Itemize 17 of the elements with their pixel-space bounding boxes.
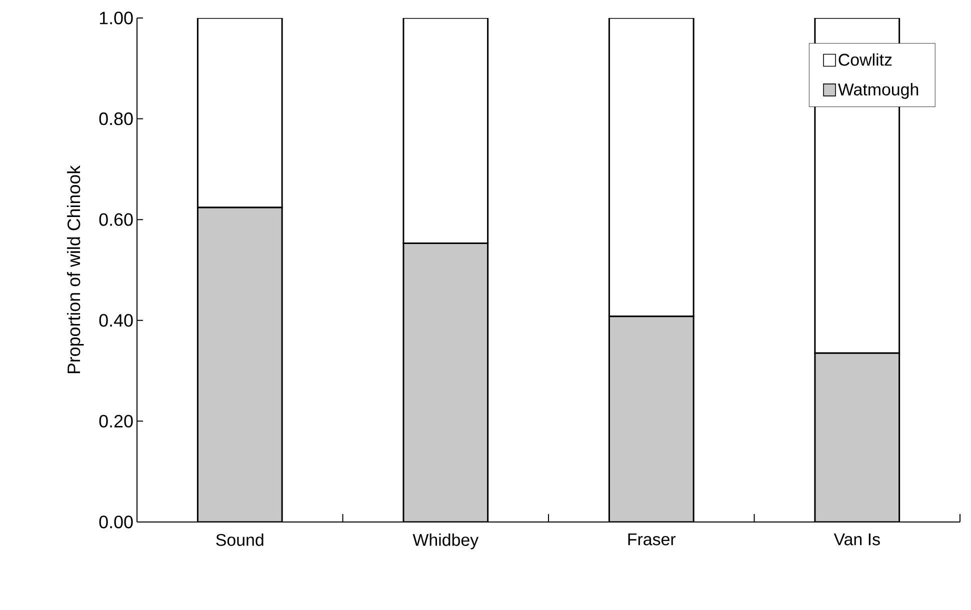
- x-tick-label: Van Is: [834, 534, 880, 546]
- x-tick-label: Sound: [216, 534, 264, 546]
- y-tick-label: 0.40: [99, 314, 133, 327]
- y-tick-label: 0.60: [99, 213, 133, 226]
- y-tick-label: 1.00: [100, 12, 133, 24]
- bar: [196, 206, 283, 522]
- x-tick-label: Whidbey: [412, 534, 479, 550]
- y-tick-label: 0.80: [99, 112, 133, 126]
- legend-label: Watmough: [838, 83, 918, 99]
- series-label: Cowlitz: [838, 53, 892, 66]
- y-tick-label: 0.00: [99, 516, 133, 528]
- bar: [402, 242, 489, 522]
- y-tick-label: 0.20: [99, 414, 133, 428]
- bar: [814, 352, 900, 522]
- y-axis-title: Proportion of wild Chinook: [67, 165, 84, 374]
- bar: [608, 316, 694, 522]
- x-tick-label: Fraser: [628, 534, 676, 546]
